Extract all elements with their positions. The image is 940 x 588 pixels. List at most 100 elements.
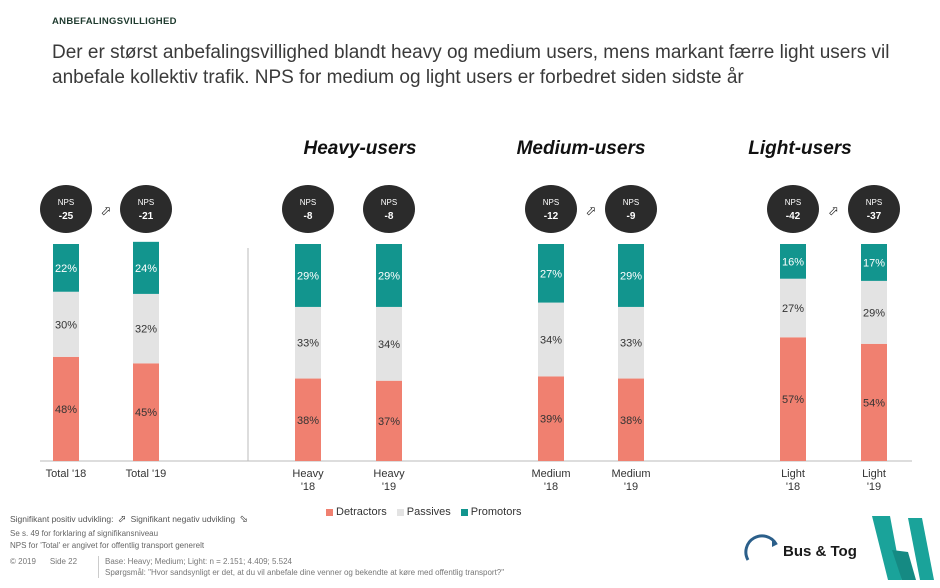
category-label-3-1: '19	[382, 481, 396, 493]
bar-detractors-5	[618, 378, 644, 461]
data-label-promotors-4: 27%	[540, 268, 562, 280]
page-headline: Der er størst anbefalingsvillighed bland…	[52, 42, 890, 88]
bus-tog-logo-text: Bus & Tog	[783, 543, 857, 560]
bar-promotors-3	[376, 244, 402, 307]
bar-promotors-0	[53, 244, 79, 292]
nps-value-4: -12	[544, 211, 559, 222]
nps-bubble-1	[120, 185, 172, 233]
significance-arrow-icon-0: ⬀	[101, 204, 112, 219]
category-label-6-0: Light	[781, 468, 805, 480]
base-text: Base: Heavy; Medium; Light: n = 2.151; 4…	[105, 557, 293, 566]
bus-tog-logo-icon	[744, 534, 778, 561]
arrow-up-right-icon: ⬀	[117, 514, 127, 525]
bar-passives-0	[53, 291, 79, 357]
nps-bubble-4	[525, 185, 577, 233]
nps-label-0: NPS	[58, 198, 74, 207]
nps-label-6: NPS	[785, 198, 801, 207]
arrow-down-right-icon: ⬂	[239, 514, 248, 525]
data-label-promotors-5: 29%	[620, 270, 642, 282]
data-label-detractors-7: 54%	[863, 397, 885, 409]
significance-arrow-icon-2: ⬀	[586, 204, 597, 219]
data-label-promotors-7: 17%	[863, 257, 885, 269]
category-label-4-1: '18	[544, 481, 558, 493]
nps-label-7: NPS	[866, 198, 882, 207]
bar-detractors-4	[538, 376, 564, 461]
data-label-promotors-3: 29%	[378, 270, 400, 282]
nps-label-1: NPS	[138, 198, 154, 207]
data-label-passives-1: 32%	[135, 324, 157, 336]
legend-item-promotors: Promotors	[460, 506, 522, 518]
question-text: Spørgsmål: "Hvor sandsynligt er det, at …	[105, 568, 505, 577]
group-title-light: Light-users	[748, 138, 852, 159]
page-meta: © 2019 Side 22	[10, 557, 77, 566]
nps-label-3: NPS	[381, 198, 397, 207]
category-label-4-0: Medium	[531, 468, 570, 480]
bar-detractors-3	[376, 380, 402, 461]
data-label-passives-3: 34%	[378, 339, 400, 351]
page-number: Side 22	[49, 557, 78, 566]
group-title-heavy: Heavy-users	[303, 138, 417, 159]
bar-passives-7	[861, 280, 887, 344]
bar-passives-2	[295, 306, 321, 379]
page-kicker: ANBEFALINGSVILLIGHED	[52, 16, 177, 27]
category-label-7-0: Light	[862, 468, 886, 480]
bar-detractors-6	[780, 337, 806, 461]
bar-promotors-4	[538, 244, 564, 303]
bar-detractors-1	[133, 363, 159, 461]
bar-passives-5	[618, 306, 644, 379]
data-label-passives-6: 27%	[782, 303, 804, 315]
data-label-detractors-0: 48%	[55, 404, 77, 416]
nps-bubble-3	[363, 185, 415, 233]
nps-value-0: -25	[59, 211, 74, 222]
bar-promotors-1	[133, 241, 159, 294]
bar-passives-6	[780, 278, 806, 338]
data-label-promotors-6: 16%	[782, 256, 804, 268]
data-label-promotors-1: 24%	[135, 263, 157, 275]
footnote-significance-ref: Se s. 49 for forklaring af signifikansni…	[10, 529, 159, 538]
data-label-detractors-4: 39%	[540, 414, 562, 426]
bar-promotors-7	[861, 244, 887, 281]
nps-bubble-6	[767, 185, 819, 233]
category-label-2-0: Heavy	[292, 468, 324, 480]
data-label-passives-2: 33%	[297, 338, 319, 350]
category-label-0-0: Total '18	[46, 468, 87, 480]
category-label-7-1: '19	[867, 481, 881, 493]
legend-label-detractors: Detractors	[336, 506, 387, 518]
data-label-passives-5: 33%	[620, 338, 642, 350]
legend-item-passives: Passives	[396, 506, 451, 518]
legend-label-passives: Passives	[406, 506, 451, 518]
nps-value-2: -8	[304, 211, 313, 222]
nps-value-3: -8	[385, 211, 394, 222]
category-label-5-0: Medium	[611, 468, 650, 480]
base-info: Base: Heavy; Medium; Light: n = 2.151; 4…	[98, 556, 504, 578]
nps-value-7: -37	[867, 211, 882, 222]
data-label-detractors-3: 37%	[378, 416, 400, 428]
legend-swatch-promotors	[460, 508, 468, 516]
data-label-passives-4: 34%	[540, 334, 562, 346]
legend-swatch-passives	[396, 508, 404, 516]
bar-promotors-6	[780, 244, 806, 279]
nps-label-5: NPS	[623, 198, 639, 207]
chart-legend: Detractors Passives Promotors	[326, 506, 522, 518]
bar-detractors-2	[295, 378, 321, 461]
significance-arrow-icon-3: ⬀	[828, 204, 839, 219]
category-label-2-1: '18	[301, 481, 315, 493]
data-label-promotors-0: 22%	[55, 263, 77, 275]
nps-value-5: -9	[627, 211, 636, 222]
bar-detractors-0	[53, 356, 79, 461]
category-label-1-0: Total '19	[126, 468, 167, 480]
data-label-promotors-2: 29%	[297, 270, 319, 282]
bar-passives-4	[538, 302, 564, 377]
footnote-nps-total: NPS for 'Total' er angivet for offentlig…	[10, 541, 205, 550]
footnote-negative-label: Signifikant negativ udvikling	[130, 514, 236, 524]
legend-item-detractors: Detractors	[326, 506, 387, 518]
bar-passives-1	[133, 293, 159, 364]
legend-swatch-detractors	[326, 508, 333, 516]
bar-passives-3	[376, 306, 402, 381]
category-label-3-0: Heavy	[373, 468, 405, 480]
data-label-passives-7: 29%	[863, 307, 885, 319]
copyright: © 2019	[10, 557, 36, 566]
group-title-medium: Medium-users	[516, 138, 646, 159]
nps-bubble-2	[282, 185, 334, 233]
